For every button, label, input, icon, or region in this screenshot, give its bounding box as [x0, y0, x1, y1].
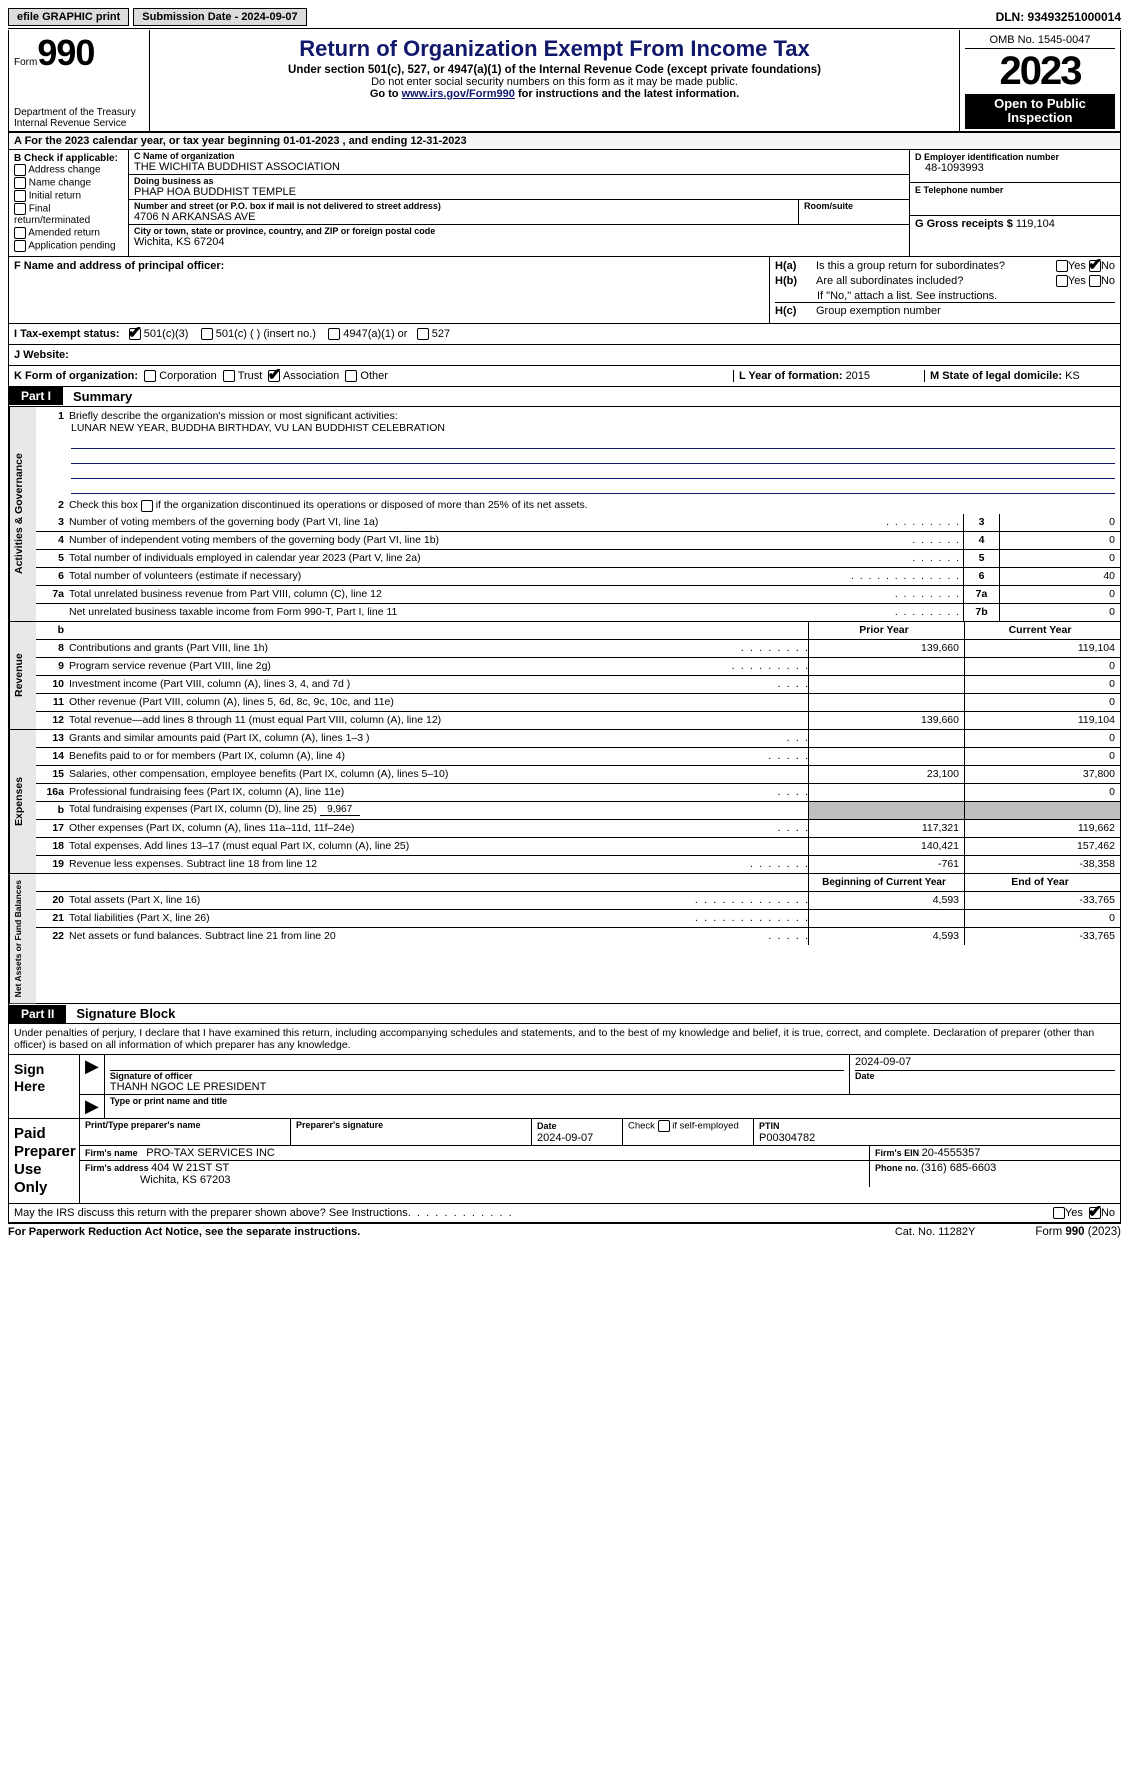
tax-year: 2023	[965, 49, 1115, 94]
form-note-link: Go to www.irs.gov/Form990 for instructio…	[154, 88, 955, 100]
page-footer: For Paperwork Reduction Act Notice, see …	[8, 1223, 1121, 1238]
top-bar: efile GRAPHIC print Submission Date - 20…	[8, 8, 1121, 29]
submission-date: Submission Date - 2024-09-07	[133, 8, 306, 26]
vtab-activities: Activities & Governance	[9, 407, 36, 621]
section-f-h: F Name and address of principal officer:…	[9, 256, 1120, 323]
arrow-icon: ▶	[80, 1095, 105, 1118]
discuss-line: May the IRS discuss this return with the…	[9, 1204, 1120, 1222]
cb-amended[interactable]	[14, 227, 26, 239]
officer-name: THANH NGOC LE PRESIDENT	[110, 1081, 844, 1093]
section-k-l-m: K Form of organization: Corporation Trus…	[9, 365, 1120, 386]
form-prefix: Form	[14, 57, 37, 68]
cb-discontinued[interactable]	[141, 500, 153, 512]
ptin: P00304782	[759, 1132, 815, 1144]
open-to-public: Open to Public Inspection	[965, 94, 1115, 129]
vtab-expenses: Expenses	[9, 730, 36, 873]
cb-discuss-no[interactable]	[1089, 1207, 1101, 1219]
perjury-declaration: Under penalties of perjury, I declare th…	[8, 1024, 1121, 1055]
cb-initial-return[interactable]	[14, 190, 26, 202]
department: Department of the TreasuryInternal Reven…	[14, 107, 144, 129]
cb-501c3[interactable]	[129, 328, 141, 340]
form-subtitle: Under section 501(c), 527, or 4947(a)(1)…	[154, 64, 955, 76]
part1-header: Part I Summary	[8, 387, 1121, 407]
cb-app-pending[interactable]	[14, 240, 26, 252]
mission-text: LUNAR NEW YEAR, BUDDHA BIRTHDAY, VU LAN …	[36, 422, 1120, 434]
firm-phone: (316) 685-6603	[921, 1162, 996, 1174]
cb-assoc[interactable]	[268, 370, 280, 382]
cb-final-return[interactable]	[14, 203, 26, 215]
paid-preparer-label: Paid Preparer Use Only	[9, 1119, 80, 1203]
vtab-netassets: Net Assets or Fund Balances	[9, 874, 36, 1003]
cb-501c[interactable]	[201, 328, 213, 340]
arrow-icon: ▶	[80, 1055, 105, 1094]
section-c-name-address: C Name of organization THE WICHITA BUDDH…	[129, 150, 910, 256]
dln: DLN: 93493251000014	[996, 10, 1121, 24]
part1-body: Activities & Governance 1Briefly describ…	[8, 407, 1121, 1004]
section-d-e-g: D Employer identification number 48-1093…	[910, 150, 1120, 256]
gross-receipts: 119,104	[1016, 218, 1055, 230]
cb-trust[interactable]	[223, 370, 235, 382]
ein: 48-1093993	[915, 162, 1115, 174]
sign-here-label: Sign Here	[9, 1055, 80, 1118]
cb-4947[interactable]	[328, 328, 340, 340]
efile-print-button[interactable]: efile GRAPHIC print	[8, 8, 129, 26]
entity-info: A For the 2023 calendar year, or tax yea…	[8, 132, 1121, 387]
cb-ha-yes[interactable]	[1056, 260, 1068, 272]
signature-block: Sign Here ▶ Signature of officer THANH N…	[8, 1055, 1121, 1223]
cb-hb-yes[interactable]	[1056, 275, 1068, 287]
firm-addr1: 404 W 21ST ST	[151, 1162, 229, 1174]
cb-discuss-yes[interactable]	[1053, 1207, 1065, 1219]
form-note-ssn: Do not enter social security numbers on …	[154, 76, 955, 88]
cb-other[interactable]	[345, 370, 357, 382]
section-i-j: I Tax-exempt status: 501(c)(3) 501(c) ( …	[9, 323, 1120, 365]
cb-corp[interactable]	[144, 370, 156, 382]
omb-number: OMB No. 1545-0047	[965, 32, 1115, 49]
cb-hb-no[interactable]	[1089, 275, 1101, 287]
org-street: 4706 N ARKANSAS AVE	[134, 211, 793, 223]
firm-name: PRO-TAX SERVICES INC	[146, 1147, 275, 1159]
cb-name-change[interactable]	[14, 177, 26, 189]
tax-year-line: A For the 2023 calendar year, or tax yea…	[9, 133, 1120, 150]
section-b-checkboxes: B Check if applicable: Address change Na…	[9, 150, 129, 256]
org-dba: PHAP HOA BUDDHIST TEMPLE	[134, 186, 904, 198]
cb-527[interactable]	[417, 328, 429, 340]
firm-addr2: Wichita, KS 67203	[140, 1174, 231, 1186]
form-header: Form990 Department of the TreasuryIntern…	[8, 30, 1121, 132]
vtab-revenue: Revenue	[9, 622, 36, 729]
part2-header: Part II Signature Block	[8, 1004, 1121, 1024]
cb-address-change[interactable]	[14, 164, 26, 176]
cb-ha-no[interactable]	[1089, 260, 1101, 272]
irs-link[interactable]: www.irs.gov/Form990	[402, 88, 515, 100]
firm-ein: 20-4555357	[922, 1147, 981, 1159]
org-name: THE WICHITA BUDDHIST ASSOCIATION	[134, 161, 904, 173]
form-title: Return of Organization Exempt From Incom…	[154, 36, 955, 62]
cb-self-employed[interactable]	[658, 1120, 670, 1132]
org-city: Wichita, KS 67204	[134, 236, 904, 248]
form-number: 990	[37, 32, 94, 73]
